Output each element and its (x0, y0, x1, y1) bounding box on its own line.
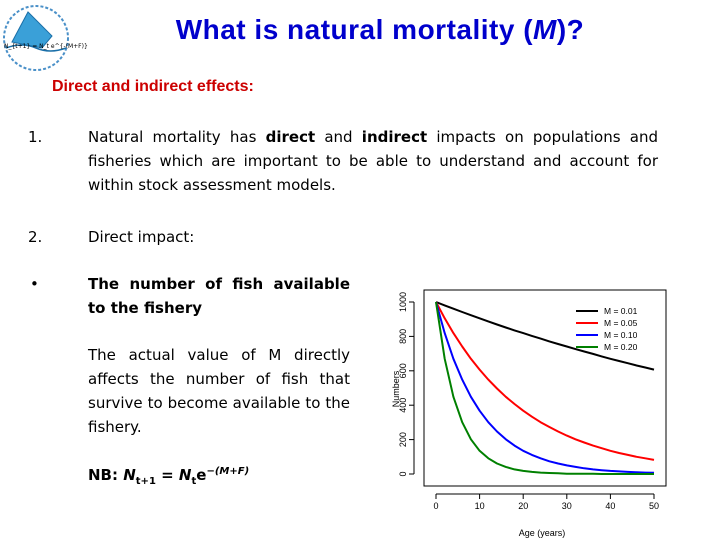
nb-e: e (196, 466, 207, 484)
series-line-1 (435, 301, 655, 371)
logo: N_{t+1} = N_t e^{-(M+F)} (3, 5, 88, 71)
item1-bold-indirect: indirect (361, 128, 428, 146)
nb-equation: NB: Nt+1 = Nte−(M+F) (88, 460, 368, 488)
y-tick-label: 600 (398, 363, 408, 378)
item1-text-b: and (315, 128, 362, 146)
y-tick-label: 400 (398, 398, 408, 413)
page-title: What is natural mortality (M)? (100, 14, 660, 46)
y-tick-label: 200 (398, 432, 408, 447)
nb-n1: N (123, 466, 136, 484)
series-line-3 (435, 301, 655, 474)
x-tick-label: 0 (433, 501, 438, 511)
x-tick-label: 40 (605, 501, 615, 511)
list-item-2: 2. Direct impact: (0, 225, 720, 249)
nb-n2: N (178, 466, 192, 484)
title-text-post: )? (556, 14, 585, 45)
x-tick-label: 50 (649, 501, 659, 511)
series-line-4 (435, 301, 654, 475)
legend-label: M = 0.10 (604, 330, 638, 340)
logo-wave-icon (5, 44, 67, 52)
y-tick-label: 1000 (398, 292, 408, 312)
body-paragraph: The actual value of M directly affects t… (88, 346, 350, 436)
title-symbol: M (533, 14, 557, 45)
item1-text-c: impacts on populations and fisheries whi… (88, 128, 658, 194)
nb-exponent: −(M+F) (206, 466, 250, 477)
legend-label: M = 0.20 (604, 342, 638, 352)
list-item-1-text: Natural mortality has direct and indirec… (88, 125, 658, 197)
y-axis-label: Numbers (391, 370, 401, 407)
item1-bold-direct: direct (265, 128, 316, 146)
logo-formula: N_{t+1} = N_t e^{-(M+F)} (4, 43, 88, 50)
legend-label: M = 0.01 (604, 306, 638, 316)
list-item-2-text: Direct impact: (88, 228, 195, 246)
y-axis: 0 200 400 600 800 1000 (398, 292, 415, 477)
item1-text-a: Natural mortality has (88, 128, 266, 146)
nb-sub1: t+1 (135, 476, 156, 487)
nb-label: NB: (88, 466, 124, 484)
legend-label: M = 0.05 (604, 318, 638, 328)
plot-area: 0 10 20 30 40 50 0 200 400 600 800 1000 (398, 289, 667, 511)
nb-equals: = (155, 466, 179, 484)
y-tick-label: 800 (398, 329, 408, 344)
x-axis-label: Age (years) (519, 528, 566, 538)
list-marker-1: 1. (28, 128, 43, 146)
legend: M = 0.01 M = 0.05 M = 0.10 M = 0.20 (576, 306, 638, 352)
x-axis: 0 10 20 30 40 50 (433, 493, 659, 511)
series-group (435, 301, 655, 475)
x-tick-label: 10 (475, 501, 485, 511)
series-line-2 (435, 301, 655, 461)
bullet-item: • The number of fish available to the fi… (0, 272, 400, 322)
x-tick-label: 20 (518, 501, 528, 511)
title-text-pre: What is natural mortality ( (175, 14, 534, 45)
y-tick-label: 0 (398, 471, 408, 476)
section-subheading: Direct and indirect effects: (52, 78, 254, 95)
x-tick-label: 30 (562, 501, 572, 511)
plot-frame (423, 289, 667, 487)
list-marker-2: 2. (28, 228, 43, 246)
bullet-marker: • (30, 275, 39, 293)
nb-sub2: t (191, 476, 197, 487)
bullet-text: The number of fish available to the fish… (88, 275, 350, 317)
list-item-1: 1. Natural mortality has direct and indi… (0, 125, 720, 201)
